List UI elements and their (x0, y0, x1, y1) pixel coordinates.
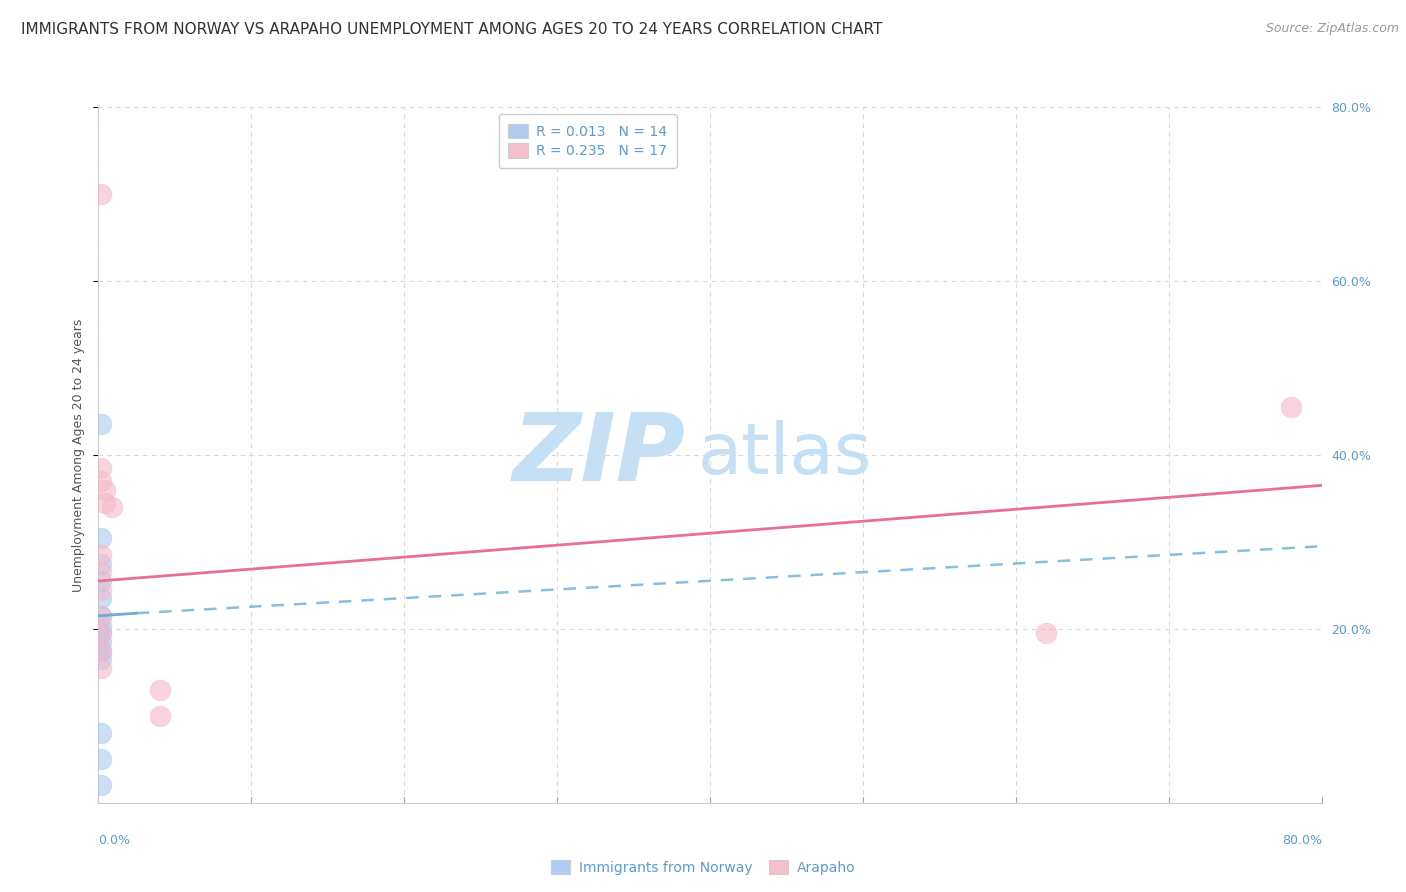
Text: 80.0%: 80.0% (1282, 834, 1322, 847)
Point (90, 582, 112, 597)
Point (1035, 626, 1057, 640)
Point (90, 548, 112, 562)
Point (90, 626, 112, 640)
Point (93, 483, 115, 497)
Point (90, 643, 112, 657)
Point (90, 617, 112, 632)
Point (90, 557, 112, 571)
Point (90, 752, 112, 766)
Point (90, 574, 112, 588)
Text: IMMIGRANTS FROM NORWAY VS ARAPAHO UNEMPLOYMENT AMONG AGES 20 TO 24 YEARS CORRELA: IMMIGRANTS FROM NORWAY VS ARAPAHO UNEMPL… (21, 22, 883, 37)
Point (90, 608, 112, 623)
Point (90, 635, 112, 649)
Text: 0.0%: 0.0% (98, 834, 131, 847)
Point (90, 461, 112, 475)
Y-axis label: Unemployment Among Ages 20 to 24 years: Unemployment Among Ages 20 to 24 years (72, 318, 86, 591)
Point (101, 500, 124, 514)
Point (90, 626, 112, 640)
Text: Source: ZipAtlas.com: Source: ZipAtlas.com (1265, 22, 1399, 36)
Point (90, 643, 112, 657)
Point (90, 417, 112, 432)
Legend: Immigrants from Norway, Arapaho: Immigrants from Norway, Arapaho (546, 855, 860, 880)
Point (90, 608, 112, 623)
Point (90, 531, 112, 545)
Point (90, 778, 112, 792)
Point (90, 726, 112, 740)
Point (90, 187, 112, 202)
Point (149, 708, 172, 723)
Point (90, 661, 112, 675)
Legend: R = 0.013   N = 14, R = 0.235   N = 17: R = 0.013 N = 14, R = 0.235 N = 17 (499, 114, 676, 168)
Text: ZIP: ZIP (513, 409, 686, 501)
Point (149, 682, 172, 697)
Point (90, 566, 112, 580)
Text: atlas: atlas (697, 420, 872, 490)
Point (90, 591, 112, 606)
Point (90, 652, 112, 666)
Point (90, 474, 112, 488)
Point (1279, 400, 1302, 414)
Point (93, 496, 115, 510)
